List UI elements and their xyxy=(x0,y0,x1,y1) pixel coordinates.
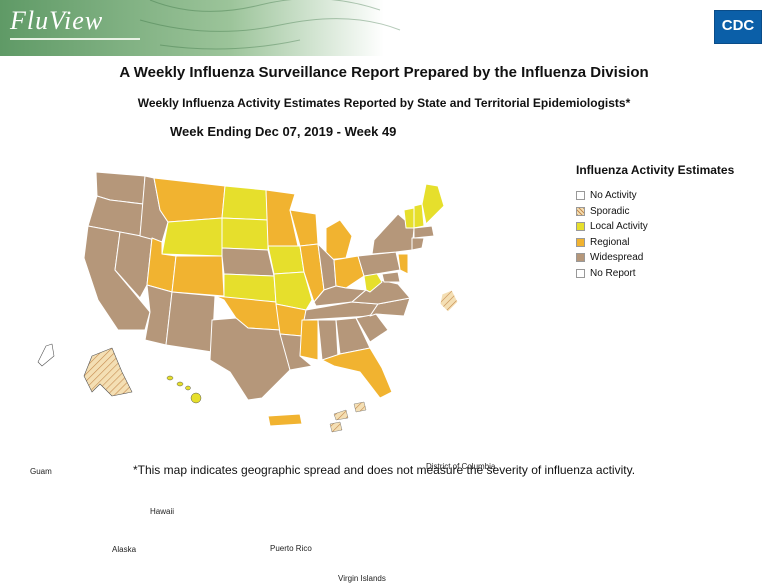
legend-item-local: Local Activity xyxy=(576,219,734,235)
legend-item-widespread: Widespread xyxy=(576,250,734,266)
label-dc: District of Columbia xyxy=(426,462,496,471)
state-ia xyxy=(267,245,305,275)
state-hi xyxy=(166,375,202,404)
state-vt xyxy=(403,207,415,229)
state-ct xyxy=(411,237,425,251)
cdc-logo[interactable]: CDC xyxy=(714,10,762,44)
legend: Influenza Activity Estimates No Activity… xyxy=(576,163,734,281)
legend-item-regional: Regional xyxy=(576,235,734,251)
label-virgin-islands: Virgin Islands xyxy=(338,574,386,583)
state-nh xyxy=(413,203,425,229)
state-al xyxy=(317,319,339,361)
week-label: Week Ending Dec 07, 2019 - Week 49 xyxy=(170,124,397,139)
state-mi xyxy=(325,219,353,261)
legend-label: Widespread xyxy=(590,252,644,264)
state-la xyxy=(279,333,313,371)
state-ms xyxy=(299,319,319,361)
state-ne xyxy=(221,247,275,277)
legend-swatch xyxy=(576,268,585,278)
state-md xyxy=(381,271,401,283)
legend-swatch xyxy=(576,222,585,232)
footnote: *This map indicates geographic spread an… xyxy=(132,463,636,477)
state-az xyxy=(144,284,173,346)
report-subtitle: Weekly Influenza Activity Estimates Repo… xyxy=(137,96,631,110)
state-ma xyxy=(413,225,435,239)
territory-pr xyxy=(267,413,303,427)
state-nd xyxy=(221,185,269,221)
legend-title: Influenza Activity Estimates xyxy=(576,163,735,177)
state-tx xyxy=(209,317,291,401)
territory-guam xyxy=(37,343,55,367)
legend-swatch xyxy=(576,253,585,263)
state-nj xyxy=(397,253,409,275)
legend-label: Regional xyxy=(590,236,630,248)
label-hawaii: Hawaii xyxy=(150,507,175,516)
legend-label: Sporadic xyxy=(590,205,630,217)
state-me xyxy=(421,183,445,225)
legend-item-no-report: No Report xyxy=(576,266,734,282)
legend-label: Local Activity xyxy=(590,221,648,233)
territory-vi xyxy=(329,401,367,433)
state-mo xyxy=(273,271,313,311)
state-sc xyxy=(355,313,389,343)
map-svg xyxy=(37,171,459,433)
legend-item-no-activity: No Activity xyxy=(576,188,734,204)
fluview-logo[interactable]: FluView xyxy=(10,6,104,35)
state-nm xyxy=(165,291,216,353)
state-nc xyxy=(369,297,411,317)
state-mn xyxy=(265,189,299,247)
legend-swatch xyxy=(576,206,585,216)
label-puerto-rico: Puerto Rico xyxy=(270,544,312,553)
us-activity-map: Guam Hawaii Alaska Puerto Rico Virgin Is… xyxy=(0,150,560,583)
report-title: A Weekly Influenza Surveillance Report P… xyxy=(119,64,649,81)
legend-swatch xyxy=(576,237,585,247)
legend-swatch xyxy=(576,191,585,201)
header-banner: FluView CDC xyxy=(0,0,768,56)
state-ak xyxy=(83,347,133,397)
legend-item-sporadic: Sporadic xyxy=(576,204,734,220)
label-guam: Guam xyxy=(30,467,52,476)
state-dc xyxy=(439,289,459,313)
state-sd xyxy=(221,217,269,251)
logo-underline xyxy=(10,38,140,40)
state-fl xyxy=(321,347,393,399)
legend-label: No Report xyxy=(590,267,636,279)
banner-background xyxy=(0,0,768,56)
state-wy xyxy=(161,217,223,257)
legend-label: No Activity xyxy=(590,190,637,202)
label-alaska: Alaska xyxy=(112,545,137,554)
state-oh xyxy=(333,255,365,289)
state-mt xyxy=(153,177,226,223)
state-co xyxy=(171,255,225,297)
